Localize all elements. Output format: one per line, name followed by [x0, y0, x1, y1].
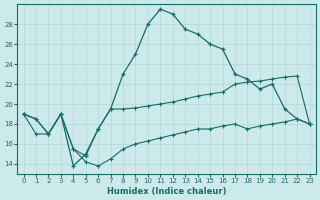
- X-axis label: Humidex (Indice chaleur): Humidex (Indice chaleur): [107, 187, 226, 196]
